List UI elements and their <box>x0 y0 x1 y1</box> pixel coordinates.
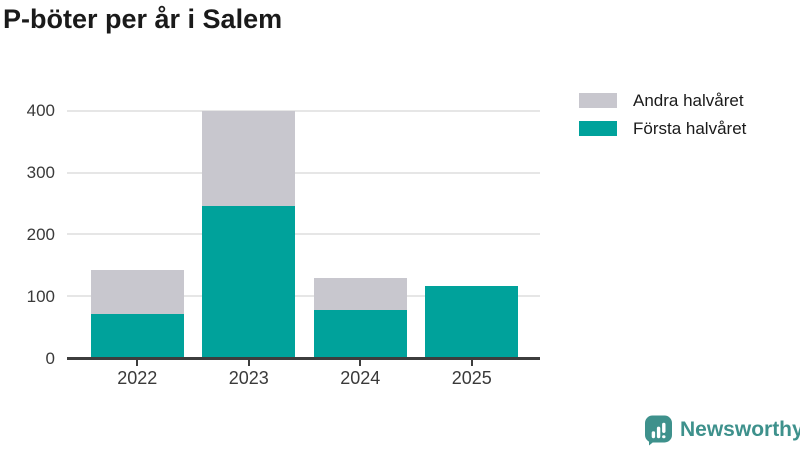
x-tick-2022 <box>136 360 139 366</box>
gridline-100 <box>67 295 540 298</box>
x-tick-label-2023: 2023 <box>228 368 269 388</box>
y-tick-label-200: 200 <box>26 224 55 244</box>
x-tick-2023 <box>247 360 250 366</box>
newsworthy-logo[interactable]: Newsworthy <box>643 413 800 446</box>
x-tick-2025 <box>470 360 473 366</box>
y-tick-label-300: 300 <box>26 163 55 183</box>
x-tick-2024 <box>359 360 362 366</box>
gridline-200 <box>67 233 540 236</box>
legend: Andra halvåret Första halvåret <box>579 90 747 149</box>
x-tick-label-2025: 2025 <box>451 368 492 388</box>
y-tick-label-400: 400 <box>26 101 55 121</box>
legend-item-andra: Andra halvåret <box>579 90 746 110</box>
x-tick-label-2022: 2022 <box>117 368 158 388</box>
x-axis-line <box>67 356 540 360</box>
bar-2024-forsta <box>313 309 407 358</box>
logo-text: Newsworthy <box>680 417 800 441</box>
x-tick-label-2024: 2024 <box>340 368 381 388</box>
bar-2022-forsta <box>90 313 184 358</box>
bar-2025-forsta <box>425 286 519 358</box>
chart-title: P-böter per år i Salem <box>3 4 283 34</box>
bar-2023-forsta <box>202 205 296 358</box>
bar-2022-andra <box>90 269 184 314</box>
bar-chart-speech-bubble-icon <box>645 415 672 446</box>
gridline-400 <box>67 109 540 112</box>
bar-2024-andra <box>313 277 407 310</box>
legend-label-forsta: Första halvåret <box>633 118 747 138</box>
legend-label-andra: Andra halvåret <box>633 90 744 110</box>
bar-2023-andra <box>202 110 296 206</box>
y-tick-label-100: 100 <box>26 286 55 306</box>
gridline-300 <box>67 171 540 174</box>
legend-item-forsta: Första halvåret <box>579 118 747 138</box>
legend-swatch-forsta <box>579 121 617 136</box>
legend-swatch-andra <box>579 93 617 108</box>
y-tick-label-0: 0 <box>45 348 55 368</box>
